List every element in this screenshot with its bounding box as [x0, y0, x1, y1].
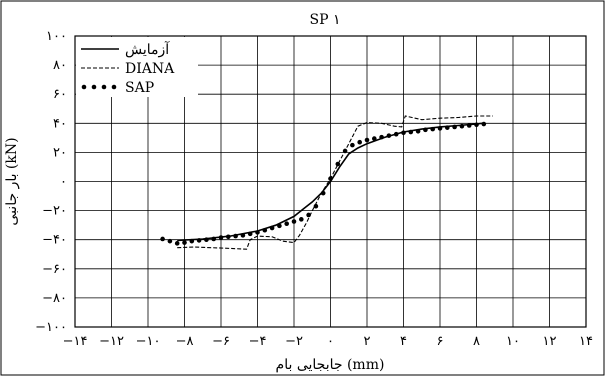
- x-tick-label: ۰: [327, 334, 334, 349]
- sap-data-point: [386, 133, 392, 138]
- sap-data-point: [357, 139, 363, 145]
- x-tick-label: −۴: [249, 334, 267, 349]
- y-tick-label: ۰: [60, 175, 67, 190]
- x-tick-label: −۱۴: [63, 334, 88, 349]
- sap-data-point: [364, 137, 370, 143]
- y-tick-label: −۴۰: [42, 233, 67, 248]
- sap-data-point: [401, 130, 406, 136]
- series-layer: [160, 115, 493, 250]
- sap-data-point: [445, 125, 450, 130]
- x-tick-label: −۶: [212, 334, 230, 349]
- y-tick-label: −۲۰: [42, 204, 67, 219]
- sap-data-point: [372, 136, 377, 141]
- sap-data-point: [379, 134, 384, 140]
- sap-data-point: [393, 131, 399, 137]
- sap-data-point: [277, 223, 282, 229]
- x-tick-label: −۲: [285, 334, 303, 349]
- plot-area-frame: [74, 35, 587, 328]
- sap-data-point: [481, 121, 487, 127]
- sap-data-point: [218, 235, 224, 240]
- sap-data-point: [226, 234, 231, 240]
- sap-data-point: [350, 142, 355, 148]
- sap-data-point: [233, 233, 238, 239]
- sap-data-point: [437, 126, 443, 131]
- y-tick-label: −۶۰: [42, 262, 67, 277]
- y-tick-label: −۸۰: [42, 291, 67, 306]
- sap-data-point: [459, 123, 465, 129]
- sap-data-point: [189, 238, 195, 244]
- x-tick-label: ۶: [437, 334, 444, 349]
- tick-label-layer: −۱۴ −۱۲ −۱۰ −۸ −۶ −۴ −۲ ۰ ۲ ۴ ۶ ۸ ۱۰ ۱۲ ۱۴−۱۰۰−۸۰−۶۰−۴…: [35, 29, 593, 349]
- sap-data-point: [452, 124, 457, 130]
- sap-data-point: [247, 231, 253, 237]
- sap-data-point: [415, 129, 421, 134]
- sap-data-point: [474, 122, 479, 128]
- sap-data-point: [174, 241, 180, 246]
- x-tick-label: −۱۲: [99, 334, 124, 349]
- x-axis-label: جابجایی بام (mm): [276, 357, 385, 373]
- sap-data-point: [182, 240, 187, 245]
- y-tick-label: ۶۰: [53, 87, 67, 102]
- legend-sap-marker: [111, 84, 117, 90]
- x-tick-label: ۸: [473, 334, 480, 349]
- x-tick-label: −۸: [176, 334, 194, 349]
- x-tick-label: ۴: [400, 334, 407, 349]
- y-tick-label: ۸۰: [53, 58, 67, 73]
- sap-data-point: [320, 190, 326, 196]
- sap-data-point: [466, 123, 472, 128]
- sap-data-point: [423, 127, 428, 133]
- series-diana-line: [177, 115, 493, 250]
- sap-data-point: [269, 225, 275, 231]
- series-sap-markers: [160, 121, 487, 246]
- sap-data-point: [291, 219, 297, 224]
- sap-data-point: [255, 230, 260, 235]
- y-tick-label: ۱۰۰: [46, 29, 67, 44]
- sap-data-point: [335, 161, 341, 167]
- x-tick-label: ۱۲: [543, 334, 557, 349]
- legend-label: DIANA: [125, 61, 175, 77]
- sap-data-point: [160, 236, 165, 242]
- sap-data-point: [211, 236, 216, 242]
- sap-data-point: [313, 203, 319, 209]
- sap-data-point: [204, 237, 209, 242]
- x-tick-label: ۱۰: [506, 334, 520, 349]
- y-tick-label: ۴۰: [53, 116, 67, 131]
- x-tick-label: ۲: [364, 334, 371, 349]
- legend-sap-marker: [91, 84, 97, 90]
- sap-data-point: [328, 176, 333, 181]
- sap-data-point: [167, 238, 173, 244]
- legend-sap-marker: [81, 84, 87, 90]
- sap-data-point: [284, 221, 290, 226]
- legend-label: SAP: [125, 80, 154, 96]
- sap-data-point: [299, 217, 304, 222]
- y-tick-label: ۲۰: [53, 145, 67, 160]
- x-tick-label: −۱۰: [136, 334, 161, 349]
- x-tick-label: ۱۴: [579, 334, 593, 349]
- y-tick-label: −۱۰۰: [35, 320, 67, 335]
- y-axis-label: بار جانبی (kN): [4, 137, 20, 225]
- legend-label: آزمایش: [125, 40, 170, 58]
- chart-title: SP ۱: [310, 12, 341, 28]
- legend-sap-marker: [101, 84, 107, 90]
- sap-data-point: [430, 126, 436, 132]
- sap-data-point: [262, 227, 268, 233]
- legend-box: [76, 37, 198, 97]
- sap-data-point: [306, 212, 311, 218]
- sap-data-point: [408, 129, 414, 135]
- sap-data-point: [240, 233, 246, 238]
- sap-data-point: [342, 148, 348, 154]
- sap-data-point: [196, 238, 202, 243]
- legend: آزمایش DIANA SAP: [76, 37, 198, 97]
